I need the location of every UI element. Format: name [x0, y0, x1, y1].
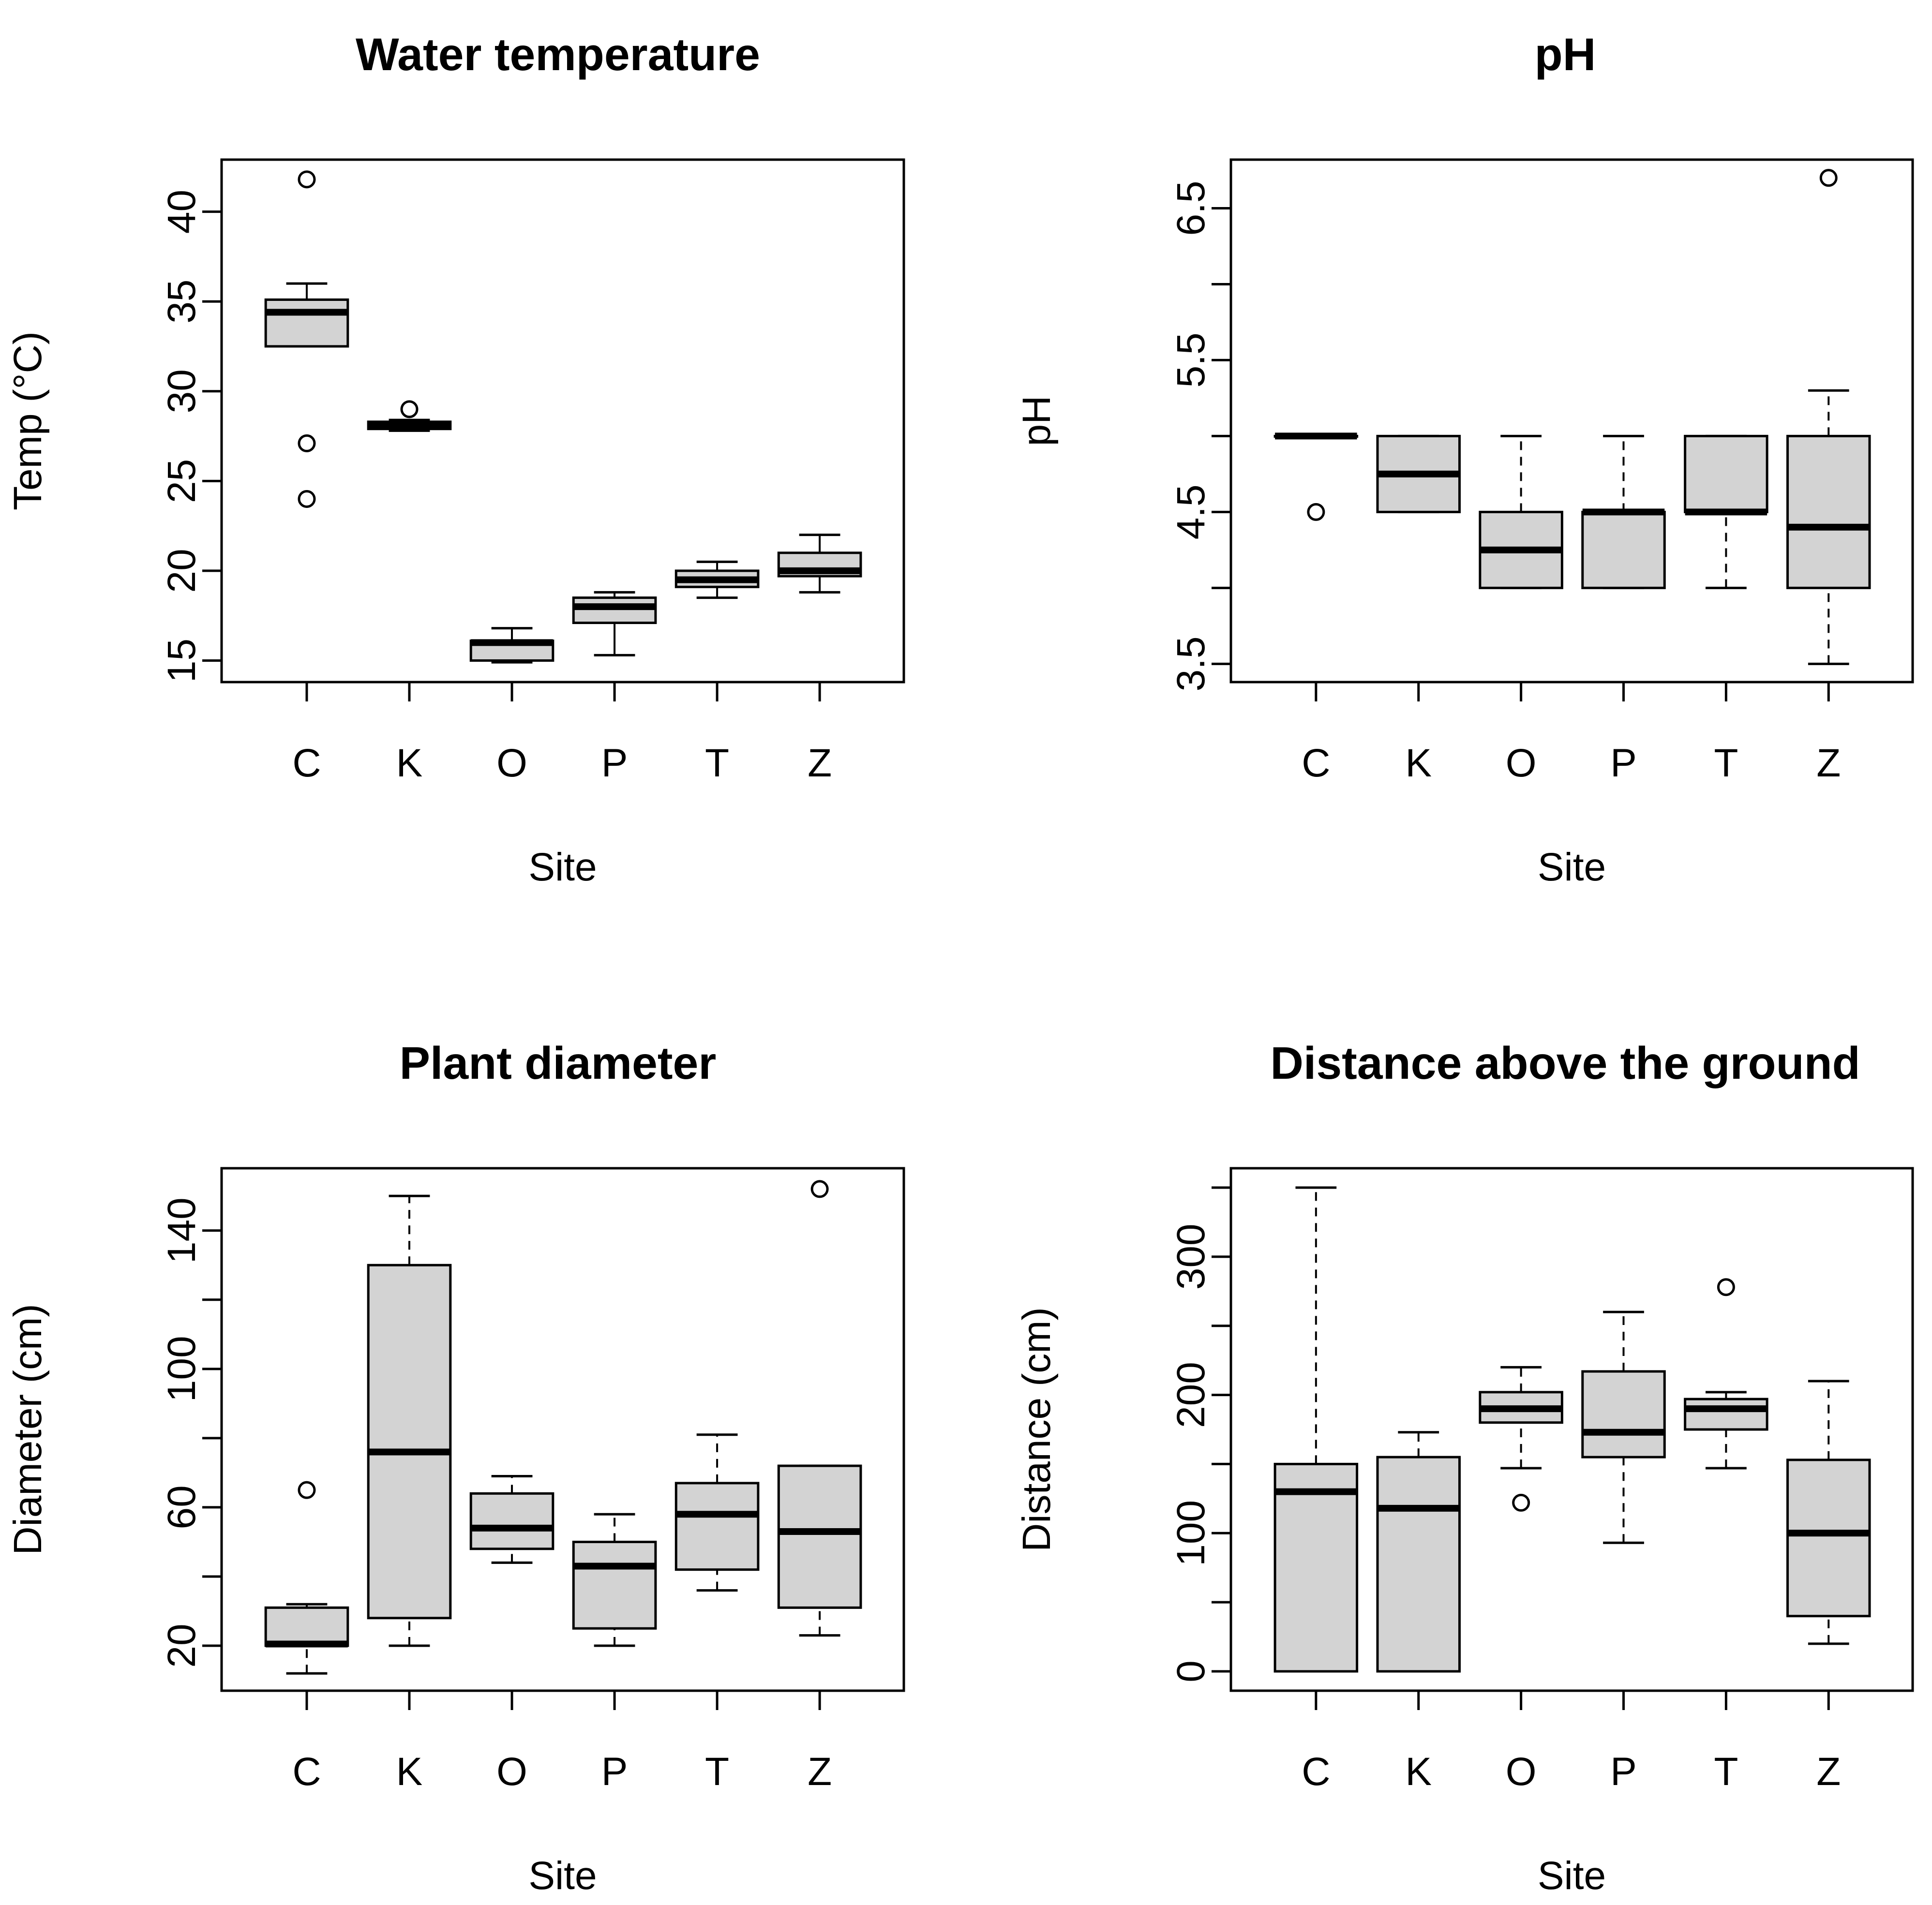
box: [1786, 1459, 1871, 1618]
outlier-point: [298, 490, 316, 508]
box: [367, 1264, 452, 1620]
x-tick-label: K: [1405, 1750, 1432, 1794]
box: [777, 1464, 862, 1609]
box: [1376, 1456, 1461, 1673]
outlier-point: [298, 1481, 316, 1499]
panel-plant-diameter: Plant diameter Diameter (cm) Site 20 60 10…: [6, 1038, 905, 1898]
outlier-point: [810, 1180, 829, 1198]
y-tick-label: 300: [1169, 1223, 1213, 1290]
chart-title: Plant diameter: [400, 1038, 717, 1089]
tick-labels: 20 60 100 140 C K O P T Z: [160, 1197, 832, 1794]
plot-frame: [220, 158, 905, 684]
outlier-point: [1819, 169, 1838, 187]
chart-title: Water temperature: [356, 29, 760, 80]
x-tick-label: K: [1405, 741, 1432, 785]
x-tick-label: Z: [808, 741, 832, 785]
plot-frame: [220, 1167, 905, 1692]
x-axis-label: Site: [528, 1854, 597, 1898]
box: [1684, 434, 1768, 513]
outlier-point: [1307, 503, 1325, 521]
x-tick-label: O: [1506, 741, 1537, 785]
y-tick-label: 20: [160, 1623, 204, 1667]
x-tick-label: P: [601, 1750, 628, 1794]
chart-title: pH: [1535, 29, 1596, 80]
box: [1684, 1398, 1768, 1431]
y-tick-label: 100: [160, 1336, 204, 1402]
x-tick-label: K: [396, 1750, 423, 1794]
x-tick-label: C: [1302, 741, 1330, 785]
y-tick-label: 20: [160, 549, 204, 593]
box: [264, 298, 349, 348]
x-tick-label: P: [1610, 741, 1637, 785]
x-tick-label: T: [705, 741, 729, 785]
x-axis-label: Site: [1538, 1854, 1606, 1898]
box: [264, 1606, 349, 1647]
plot-marks: [1212, 1167, 1914, 1710]
tick-labels: 15 20 25 30 35 40 C K O P T Z: [160, 190, 832, 785]
x-tick-label: P: [601, 741, 628, 785]
outlier-point: [1512, 1493, 1530, 1512]
box: [1581, 510, 1666, 589]
x-tick-label: Z: [1816, 741, 1841, 785]
x-tick-label: O: [496, 741, 527, 785]
plot-frame: [1229, 158, 1914, 684]
y-tick-label: 30: [160, 369, 204, 413]
y-axis-label: Diameter (cm): [6, 1304, 50, 1555]
y-tick-label: 40: [160, 190, 204, 234]
x-tick-label: O: [496, 1750, 527, 1794]
y-tick-label: 3.5: [1169, 636, 1213, 691]
y-axis-label: pH: [1015, 396, 1059, 446]
x-tick-label: K: [396, 741, 423, 785]
box: [1786, 434, 1871, 589]
panel-ph: pH pH Site 3.5 4.5 5.5 6.5 C K O P T Z: [1015, 29, 1914, 889]
plot-marks: [1212, 158, 1914, 701]
x-axis-label: Site: [528, 845, 597, 889]
y-tick-label: 0: [1169, 1660, 1213, 1682]
box: [674, 1482, 760, 1571]
y-tick-label: 25: [160, 459, 204, 503]
x-tick-label: T: [1714, 741, 1738, 785]
plot-marks: [202, 1167, 905, 1710]
x-tick-label: O: [1506, 1750, 1537, 1794]
box: [1273, 1462, 1359, 1673]
box: [572, 1540, 657, 1630]
tick-labels: 0 100 200 300 C K O P T Z: [1169, 1223, 1841, 1794]
y-tick-label: 35: [160, 280, 204, 324]
plot-marks: [202, 158, 905, 701]
tick-labels: 3.5 4.5 5.5 6.5 C K O P T Z: [1169, 180, 1841, 785]
x-tick-label: Z: [808, 1750, 832, 1794]
y-axis-label: Temp (°C): [6, 331, 50, 510]
outlier-point: [298, 434, 316, 452]
x-tick-label: C: [292, 741, 321, 785]
box: [469, 1492, 554, 1550]
y-tick-label: 5.5: [1169, 332, 1213, 387]
panel-water-temperature: Water temperature Temp (°C) Site 15 20 25 3…: [6, 29, 905, 889]
x-tick-label: Z: [1816, 1750, 1841, 1794]
y-tick-label: 100: [1169, 1500, 1213, 1566]
outlier-point: [298, 170, 316, 189]
chart-title: Distance above the ground: [1270, 1038, 1860, 1089]
y-tick-label: 200: [1169, 1362, 1213, 1428]
x-axis-label: Site: [1538, 845, 1606, 889]
x-tick-label: C: [1302, 1750, 1330, 1794]
outlier-point: [1717, 1278, 1735, 1296]
y-tick-label: 60: [160, 1485, 204, 1529]
box: [1581, 1370, 1666, 1459]
y-tick-label: 4.5: [1169, 484, 1213, 539]
x-tick-label: T: [1714, 1750, 1738, 1794]
y-tick-label: 15: [160, 639, 204, 683]
plot-frame: [1229, 1167, 1914, 1692]
box: [572, 596, 657, 625]
x-tick-label: C: [292, 1750, 321, 1794]
outlier-point: [400, 400, 419, 418]
y-tick-label: 6.5: [1169, 180, 1213, 236]
x-tick-label: T: [705, 1750, 729, 1794]
y-tick-label: 140: [160, 1197, 204, 1264]
y-axis-label: Distance (cm): [1015, 1307, 1059, 1552]
x-tick-label: P: [1610, 1750, 1637, 1794]
panel-distance-above-ground: Distance above the ground Distance (cm) …: [1015, 1038, 1914, 1898]
